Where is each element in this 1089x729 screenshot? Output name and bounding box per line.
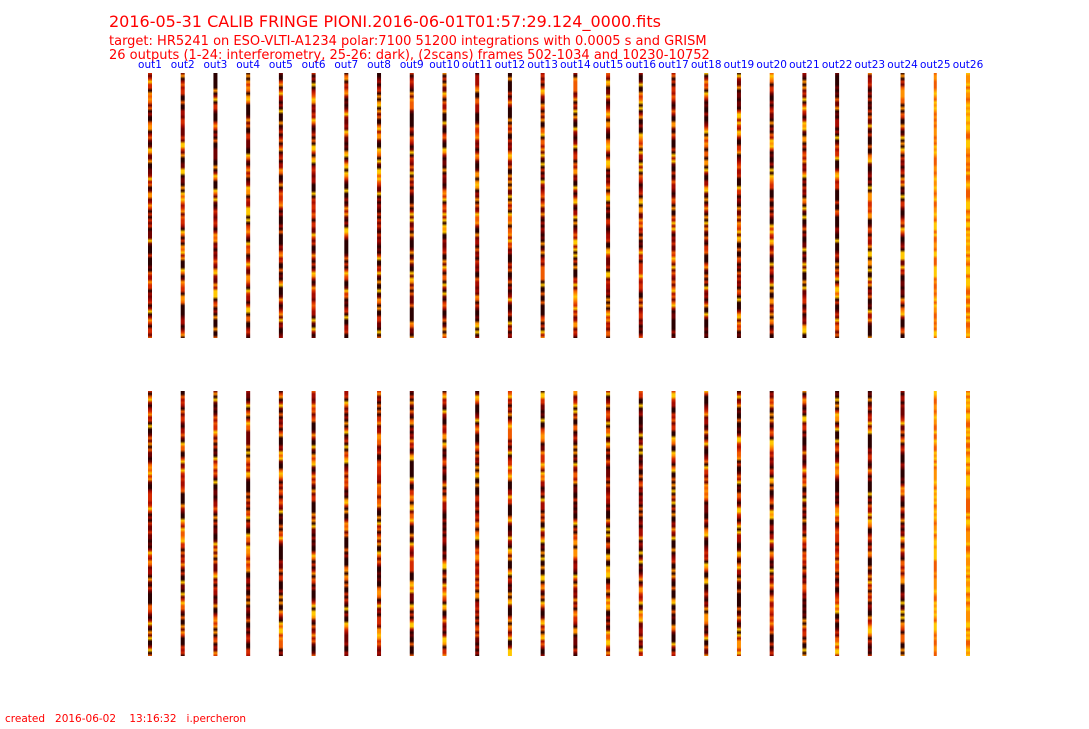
- output-label: out12: [495, 59, 526, 71]
- strips: [148, 73, 970, 656]
- output-label: out2: [171, 59, 195, 71]
- fringe-strip: [475, 73, 480, 338]
- fringe-strip: [736, 391, 741, 656]
- fringe-strip: [966, 73, 970, 338]
- subtitle: target: HR5241 on ESO-VLTI-A1234 polar:7…: [109, 34, 707, 49]
- fringe-strip: [966, 391, 970, 656]
- output-label: out19: [724, 59, 755, 71]
- fringe-strip: [540, 391, 545, 656]
- fringe-strip: [377, 73, 382, 338]
- output-label: out23: [855, 59, 886, 71]
- fringe-strip: [442, 73, 447, 338]
- output-label: out25: [920, 59, 951, 71]
- fringe-strip: [769, 391, 774, 656]
- output-label: out22: [822, 59, 853, 71]
- fringe-strip: [802, 391, 807, 656]
- output-label: out10: [429, 59, 460, 71]
- fringe-strip: [933, 391, 937, 656]
- output-label: out14: [560, 59, 591, 71]
- fringe-strip: [148, 73, 152, 338]
- subtitle: 26 outputs (1-24: interferometry, 25-26:…: [109, 48, 710, 63]
- output-label: out24: [887, 59, 918, 71]
- output-label: out16: [626, 59, 657, 71]
- fringe-strip: [507, 73, 512, 338]
- fringe-strip: [344, 391, 349, 656]
- fringe-strip: [246, 73, 251, 338]
- fringe-strip: [867, 391, 872, 656]
- output-label: out13: [527, 59, 558, 71]
- fringe-strip: [148, 391, 152, 656]
- output-label: out5: [269, 59, 293, 71]
- output-label: out3: [203, 59, 227, 71]
- footer: created 2016-06-02 13:16:32 i.percheron: [5, 713, 246, 725]
- output-label: out15: [593, 59, 624, 71]
- fringe-strip: [180, 73, 185, 338]
- fringe-strip: [278, 73, 283, 338]
- fringe-strip: [835, 73, 840, 338]
- output-label: out11: [462, 59, 493, 71]
- output-label: out6: [302, 59, 326, 71]
- fringe-strip: [573, 73, 578, 338]
- fringe-strip: [867, 73, 872, 338]
- fringe-strip: [311, 391, 316, 656]
- output-label: out8: [367, 59, 391, 71]
- fringe-strip: [475, 391, 480, 656]
- fringe-strip: [409, 391, 414, 656]
- fringe-strip: [344, 73, 349, 338]
- output-label: out20: [756, 59, 787, 71]
- fringe-strip: [802, 73, 807, 338]
- fringe-strip: [573, 391, 578, 656]
- fringe-strip: [638, 73, 643, 338]
- fringe-strip: [606, 73, 611, 338]
- fringe-strip: [213, 391, 218, 656]
- fringe-strip: [278, 391, 283, 656]
- fringe-strip: [671, 73, 676, 338]
- fringe-strip: [409, 73, 414, 338]
- title: 2016-05-31 CALIB FRINGE PIONI.2016-06-01…: [109, 12, 661, 32]
- fringe-strip: [900, 73, 905, 338]
- fringe-strip: [704, 73, 709, 338]
- fringe-strip: [671, 391, 676, 656]
- fringe-strip: [377, 391, 382, 656]
- output-label: out9: [400, 59, 424, 71]
- fringe-strip: [442, 391, 447, 656]
- fringe-strip: [606, 391, 611, 656]
- fringe-strip: [311, 73, 316, 338]
- fringe-strip: [933, 73, 937, 338]
- output-label: out26: [953, 59, 984, 71]
- output-label: out4: [236, 59, 260, 71]
- fringe-strip: [180, 391, 185, 656]
- fringe-strip: [213, 73, 218, 338]
- fringe-strip: [769, 73, 774, 338]
- fringe-strip: [736, 73, 741, 338]
- fringe-strip: [704, 391, 709, 656]
- output-label: out21: [789, 59, 820, 71]
- fringe-strip: [246, 391, 251, 656]
- fringe-strip: [835, 391, 840, 656]
- output-label: out7: [334, 59, 358, 71]
- fringe-strip: [900, 391, 905, 656]
- fringe-strip: [507, 391, 512, 656]
- output-label: out1: [138, 59, 162, 71]
- fringe-strip: [540, 73, 545, 338]
- fringe-strip: [638, 391, 643, 656]
- output-label: out17: [658, 59, 689, 71]
- output-label: out18: [691, 59, 722, 71]
